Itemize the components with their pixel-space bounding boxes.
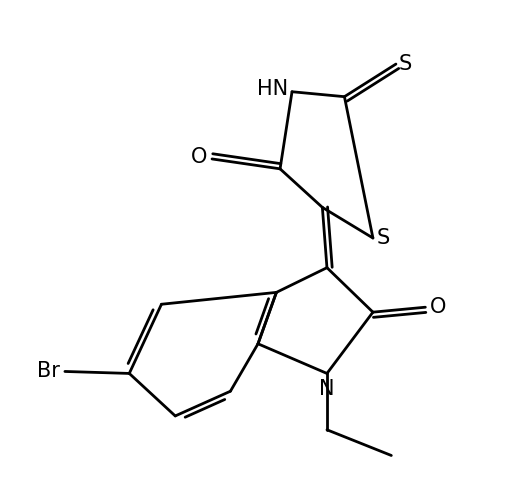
Text: S: S (398, 54, 412, 74)
Text: Br: Br (37, 361, 60, 382)
Text: HN: HN (257, 79, 288, 99)
Text: S: S (377, 228, 390, 248)
Text: O: O (430, 297, 446, 317)
Text: O: O (191, 146, 207, 167)
Text: N: N (319, 379, 335, 399)
